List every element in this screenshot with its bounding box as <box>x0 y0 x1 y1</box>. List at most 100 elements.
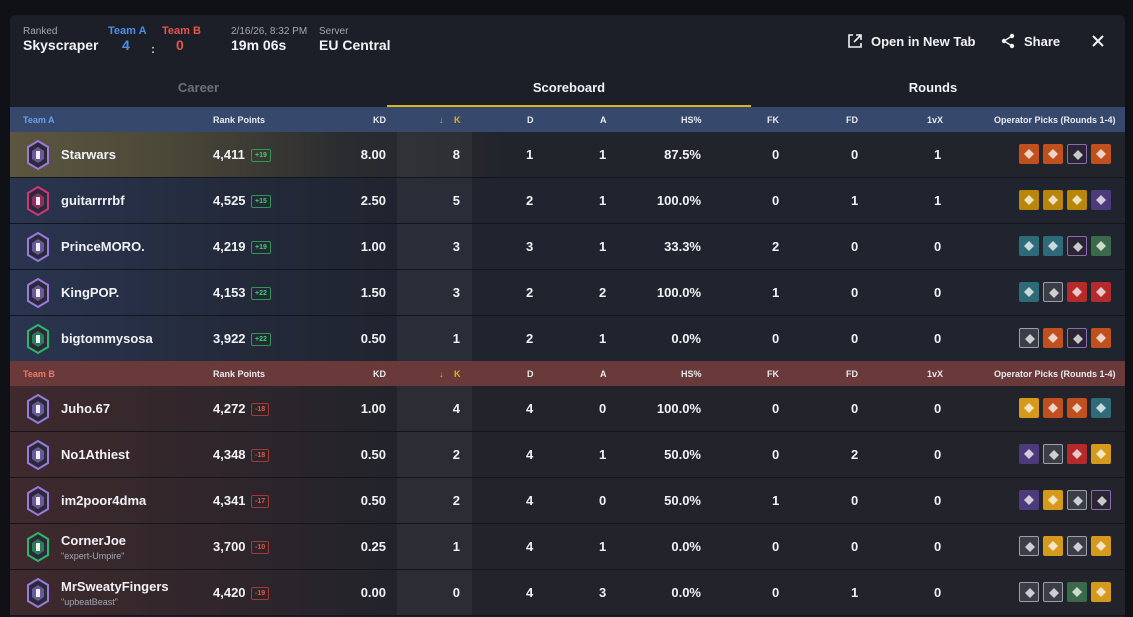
col-1vx[interactable]: 1vX <box>927 369 944 379</box>
operator-icon[interactable] <box>1019 236 1039 256</box>
operator-icon[interactable] <box>1043 398 1063 418</box>
operator-icon[interactable] <box>1019 490 1039 510</box>
headshot-pct: 50.0% <box>664 493 701 508</box>
col-d[interactable]: D <box>527 369 534 379</box>
operator-icon[interactable] <box>1067 490 1087 510</box>
rank-badge-icon <box>26 185 50 217</box>
operator-icon[interactable] <box>1019 536 1039 556</box>
player-name[interactable]: Starwars <box>61 147 116 162</box>
col-fk[interactable]: FK <box>767 369 779 379</box>
col-a[interactable]: A <box>600 115 607 125</box>
operator-icon[interactable] <box>1019 144 1039 164</box>
operator-icon[interactable] <box>1019 398 1039 418</box>
operator-icon[interactable] <box>1091 236 1111 256</box>
operator-icon[interactable] <box>1019 328 1039 348</box>
operator-icon[interactable] <box>1043 582 1063 602</box>
kills-column-highlight <box>397 432 472 477</box>
operator-icon[interactable] <box>1043 444 1063 464</box>
operator-icon[interactable] <box>1091 190 1111 210</box>
operator-icon[interactable] <box>1043 490 1063 510</box>
col-fd[interactable]: FD <box>846 115 858 125</box>
rank-points: 4,219 <box>213 239 246 254</box>
operator-icon[interactable] <box>1091 328 1111 348</box>
player-row[interactable]: bigtommysosa 3,922 +22 0.50 1 2 1 0.0% 0 0 0 <box>10 316 1125 362</box>
col-kd[interactable]: KD <box>373 369 386 379</box>
col-rank-points[interactable]: Rank Points <box>213 369 266 379</box>
rank-badge-icon <box>26 139 50 171</box>
col-k[interactable]: K <box>454 369 461 379</box>
sort-down-icon[interactable]: ↓ <box>439 115 444 125</box>
open-new-tab-button[interactable]: Open in New Tab <box>847 31 976 51</box>
player-name[interactable]: bigtommysosa <box>61 331 153 346</box>
operator-icon[interactable] <box>1091 536 1111 556</box>
operator-icon[interactable] <box>1091 144 1111 164</box>
operator-icon[interactable] <box>1019 190 1039 210</box>
col-d[interactable]: D <box>527 115 534 125</box>
kd-value: 0.50 <box>360 493 386 508</box>
operator-icon[interactable] <box>1067 282 1087 302</box>
operator-icon[interactable] <box>1043 536 1063 556</box>
kills-column-highlight <box>397 316 472 361</box>
share-button[interactable]: Share <box>1000 31 1060 51</box>
operator-icon[interactable] <box>1067 444 1087 464</box>
player-row[interactable]: guitarrrrbf 4,525 +15 2.50 5 2 1 100.0% 0 1 1 <box>10 178 1125 224</box>
col-1vx[interactable]: 1vX <box>927 115 944 125</box>
col-fd[interactable]: FD <box>846 369 858 379</box>
operator-icon[interactable] <box>1067 144 1087 164</box>
col-k[interactable]: K <box>454 115 461 125</box>
col-kd[interactable]: KD <box>373 115 386 125</box>
operator-icon[interactable] <box>1067 190 1087 210</box>
sort-down-icon[interactable]: ↓ <box>439 369 444 379</box>
close-button[interactable] <box>1091 31 1113 51</box>
team-a-label: Team A <box>108 25 147 37</box>
operator-icon[interactable] <box>1067 582 1087 602</box>
operator-icon[interactable] <box>1067 236 1087 256</box>
player-name[interactable]: PrinceMORO. <box>61 239 145 254</box>
operator-icon[interactable] <box>1091 582 1111 602</box>
player-row[interactable]: MrSweatyFingers "upbeatBeast" 4,420 -19 0.00… <box>10 570 1125 616</box>
col-rank-points[interactable]: Rank Points <box>213 115 266 125</box>
player-name[interactable]: KingPOP. <box>61 285 120 300</box>
player-name[interactable]: im2poor4dma <box>61 493 147 508</box>
operator-icon[interactable] <box>1019 282 1039 302</box>
kills-value: 1 <box>452 331 460 346</box>
operator-icon[interactable] <box>1067 536 1087 556</box>
operator-icon[interactable] <box>1043 144 1063 164</box>
operator-icon[interactable] <box>1091 444 1111 464</box>
player-row[interactable]: PrinceMORO. 4,219 +19 1.00 3 3 1 33.3% 2 0 0 <box>10 224 1125 270</box>
operator-icon[interactable] <box>1043 282 1063 302</box>
col-hs[interactable]: HS% <box>681 369 702 379</box>
operator-icon[interactable] <box>1067 398 1087 418</box>
player-row[interactable]: Juho.67 4,272 -18 1.00 4 4 0 100.0% 0 0 0 <box>10 386 1125 432</box>
col-hs[interactable]: HS% <box>681 115 702 125</box>
col-fk[interactable]: FK <box>767 115 779 125</box>
operator-icon[interactable] <box>1091 282 1111 302</box>
score-separator: : <box>151 42 155 56</box>
operator-icon[interactable] <box>1043 236 1063 256</box>
tab-rounds[interactable]: Rounds <box>908 80 958 95</box>
tab-scoreboard[interactable]: Scoreboard <box>387 75 751 107</box>
player-name[interactable]: No1Athiest <box>61 447 130 462</box>
operator-icon[interactable] <box>1091 398 1111 418</box>
kills-column-highlight <box>397 524 472 569</box>
rank-badge-icon <box>26 439 50 471</box>
player-name[interactable]: guitarrrrbf <box>61 193 125 208</box>
deaths-value: 4 <box>526 401 534 416</box>
operator-icon[interactable] <box>1019 582 1039 602</box>
operator-icon[interactable] <box>1043 190 1063 210</box>
player-name[interactable]: CornerJoe <box>61 533 127 548</box>
operator-icon[interactable] <box>1067 328 1087 348</box>
operator-icon[interactable] <box>1019 444 1039 464</box>
operator-icon[interactable] <box>1043 328 1063 348</box>
player-row[interactable]: im2poor4dma 4,341 -17 0.50 2 4 0 50.0% 1 0 0 <box>10 478 1125 524</box>
player-name[interactable]: MrSweatyFingers <box>61 579 169 594</box>
operator-icon[interactable] <box>1091 490 1111 510</box>
tab-career[interactable]: Career <box>177 80 220 95</box>
col-a[interactable]: A <box>600 369 607 379</box>
player-row[interactable]: Starwars 4,411 +19 8.00 8 1 1 87.5% 0 0 1 <box>10 132 1125 178</box>
player-row[interactable]: KingPOP. 4,153 +22 1.50 3 2 2 100.0% 1 0 0 <box>10 270 1125 316</box>
player-name[interactable]: Juho.67 <box>61 401 111 416</box>
player-row[interactable]: CornerJoe "expert-Umpire" 3,700 -10 0.25 1 4 1 0… <box>10 524 1125 570</box>
first-kills-value: 2 <box>772 239 780 254</box>
player-row[interactable]: No1Athiest 4,348 -18 0.50 2 4 1 50.0% 0 2 0 <box>10 432 1125 478</box>
